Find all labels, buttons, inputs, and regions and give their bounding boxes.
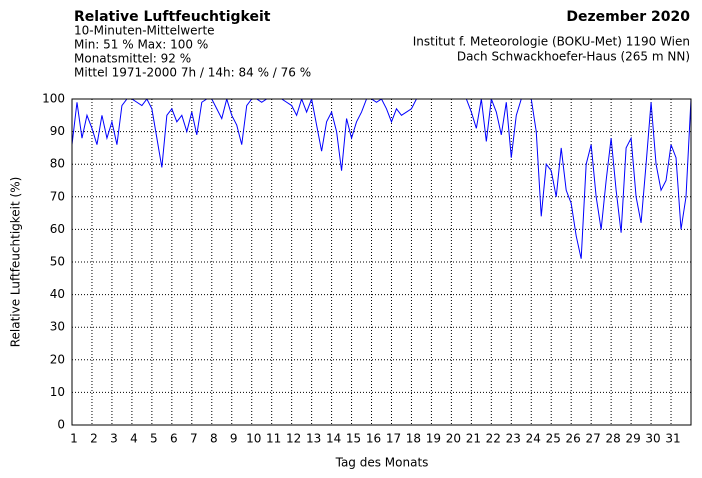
y-tick-label: 60: [50, 222, 65, 236]
source: Institut f. Meteorologie (BOKU-Met) 1190…: [413, 35, 690, 49]
x-tick-label: 19: [426, 432, 441, 446]
x-tick-label: 14: [326, 432, 341, 446]
x-tick-label: 27: [586, 432, 601, 446]
x-tick-label: 7: [190, 432, 198, 446]
x-tick-label: 16: [366, 432, 381, 446]
y-tick-label: 10: [50, 385, 65, 399]
data-line: [72, 99, 691, 259]
y-tick-label: 30: [50, 320, 65, 334]
x-tick-label: 22: [486, 432, 501, 446]
x-tick-label: 13: [306, 432, 321, 446]
x-tick-label: 4: [130, 432, 138, 446]
x-tick-label: 15: [346, 432, 361, 446]
x-tick-label: 10: [246, 432, 261, 446]
x-tick-label: 1: [70, 432, 78, 446]
y-tick-label: 0: [57, 418, 65, 432]
x-tick-label: 9: [230, 432, 238, 446]
x-tick-label: 18: [406, 432, 421, 446]
y-tick-label: 80: [50, 157, 65, 171]
subtitle: 10-Minuten-Mittelwerte: [74, 24, 215, 38]
stat: Mittel 1971-2000 7h / 14h: 84 % / 76 %: [74, 66, 311, 80]
y-tick-label: 90: [50, 124, 65, 138]
y-axis-label: Relative Luftfeuchtigkeit (%): [9, 177, 23, 348]
x-tick-label: 21: [466, 432, 481, 446]
y-tick-label: 20: [50, 352, 65, 366]
y-tick-label: 100: [42, 92, 65, 106]
chart-title: Relative Luftfeuchtigkeit: [74, 9, 271, 25]
x-tick-label: 12: [286, 432, 301, 446]
y-tick-label: 40: [50, 287, 65, 301]
x-tick-label: 3: [110, 432, 118, 446]
x-tick-label: 2: [90, 432, 98, 446]
y-tick-label: 50: [50, 255, 65, 269]
x-tick-label: 5: [150, 432, 158, 446]
x-tick-label: 20: [446, 432, 461, 446]
x-tick-label: 8: [210, 432, 218, 446]
y-tick-label: 70: [50, 189, 65, 203]
x-tick-label: 30: [645, 432, 660, 446]
x-tick-label: 25: [546, 432, 561, 446]
x-tick-label: 11: [266, 432, 281, 446]
x-tick-label: 17: [386, 432, 401, 446]
x-tick-label: 6: [170, 432, 178, 446]
x-tick-label: 23: [506, 432, 521, 446]
source: Dach Schwackhoefer-Haus (265 m NN): [457, 50, 690, 64]
x-tick-label: 26: [566, 432, 581, 446]
stat: Monatsmittel: 92 %: [74, 52, 191, 66]
x-tick-label: 24: [526, 432, 541, 446]
stat: Min: 51 % Max: 100 %: [74, 38, 208, 52]
x-tick-label: 29: [625, 432, 640, 446]
period: Dezember 2020: [566, 9, 690, 25]
x-tick-label: 31: [665, 432, 680, 446]
x-axis-label: Tag des Monats: [335, 456, 429, 470]
plot-frame: [71, 98, 692, 426]
x-tick-label: 28: [605, 432, 620, 446]
